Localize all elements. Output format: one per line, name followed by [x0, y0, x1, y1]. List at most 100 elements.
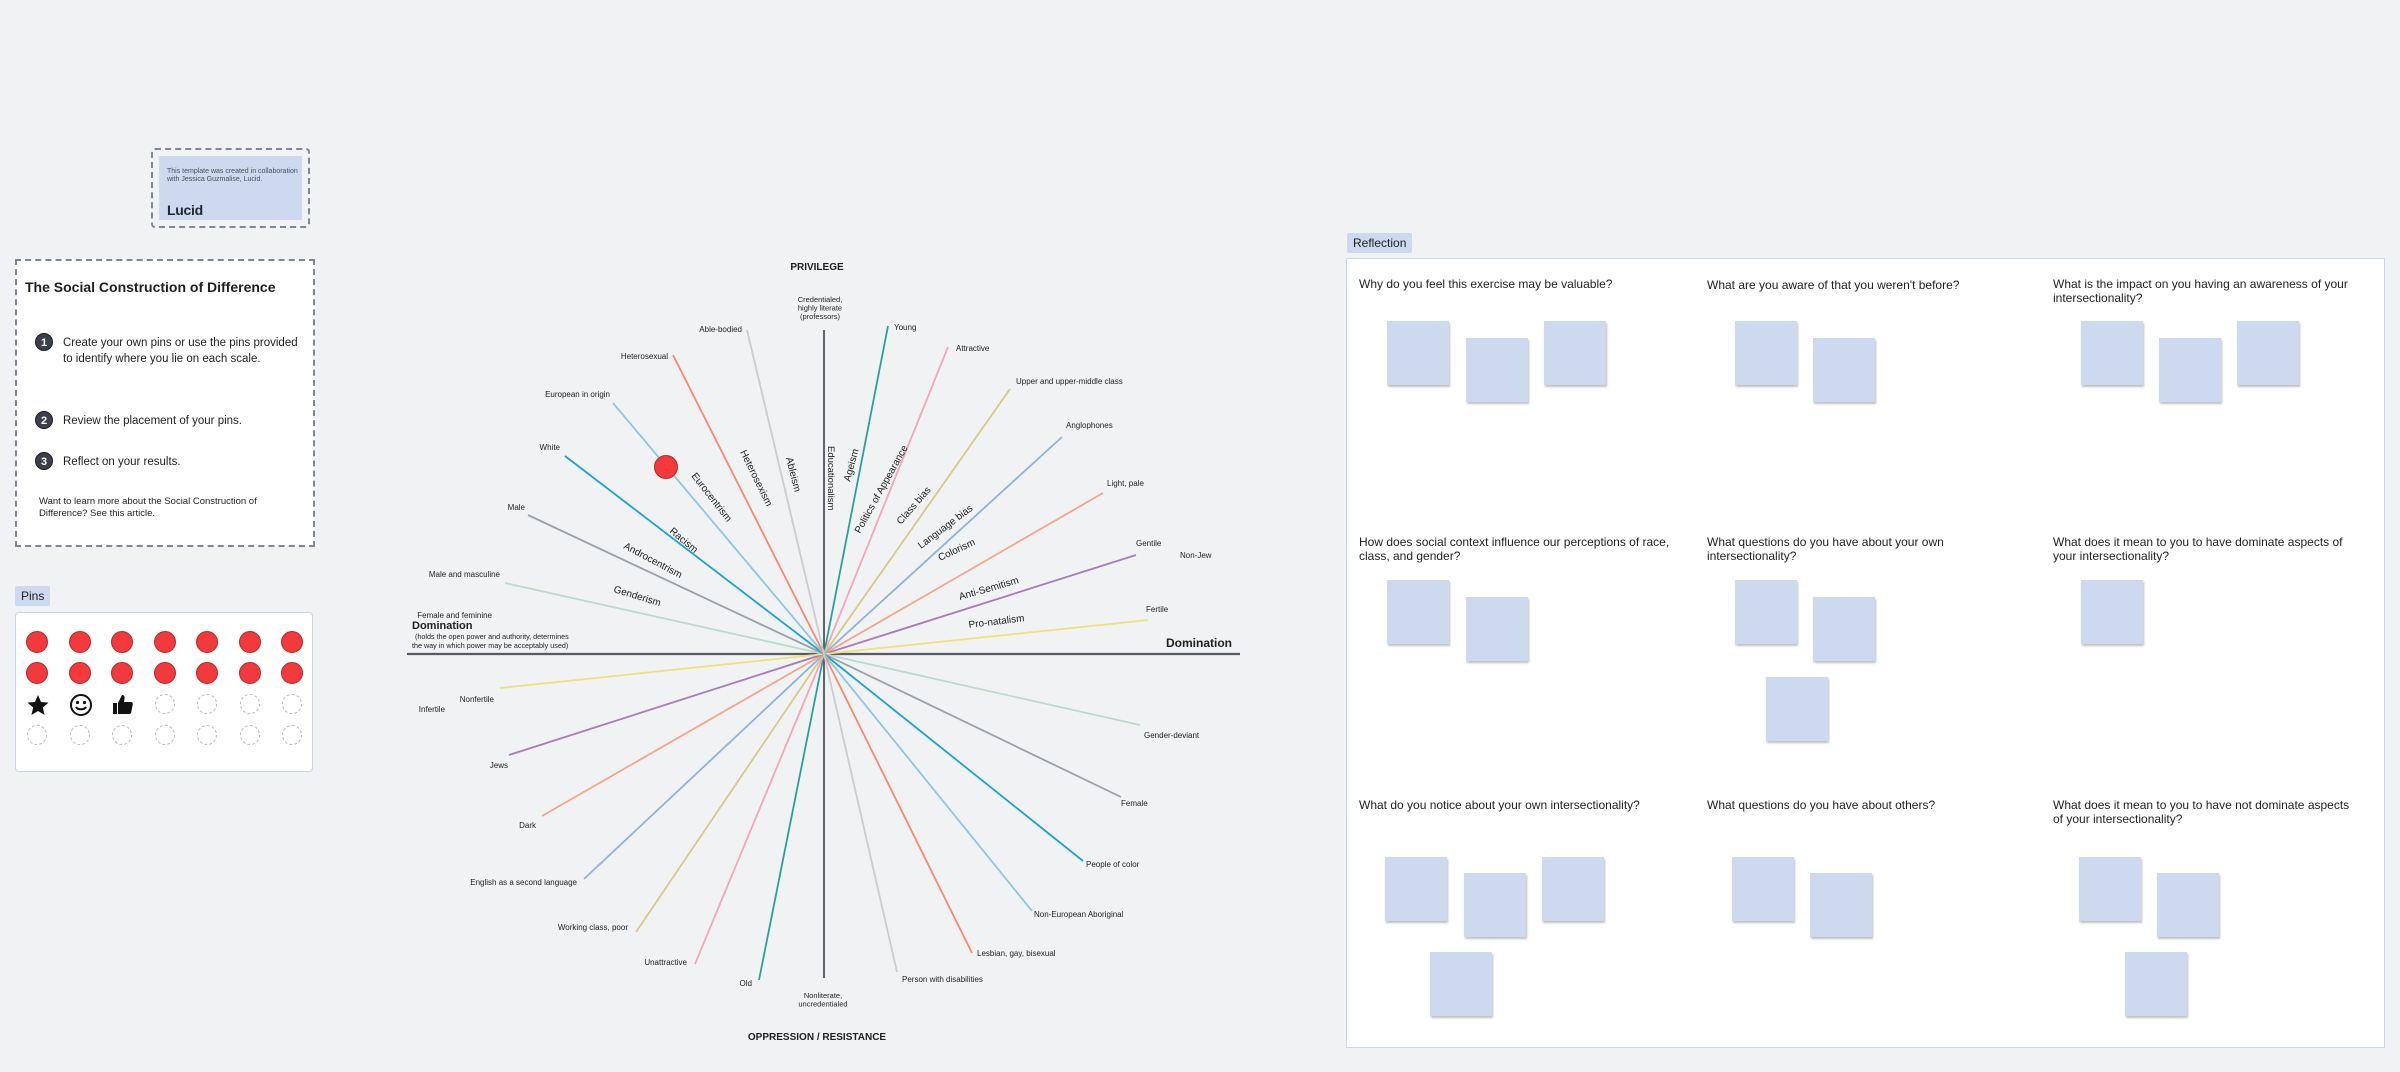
star-icon[interactable]	[26, 693, 50, 722]
sticky-note[interactable]	[2125, 952, 2187, 1016]
sticky-note[interactable]	[1466, 338, 1528, 402]
question-8: What questions do you have about others?	[1707, 798, 1936, 812]
spoke-line	[823, 436, 1063, 655]
privileged-label: Male and masculine	[429, 570, 501, 579]
red-pin[interactable]	[239, 631, 261, 653]
question-3: What is the impact on you having an awar…	[2053, 277, 2348, 305]
spoke-line	[823, 554, 1137, 655]
privileged-label: Non-Jew	[1180, 551, 1212, 560]
sticky-note[interactable]	[1387, 321, 1449, 385]
empty-pin-slot	[240, 725, 260, 745]
spoke-line	[823, 653, 898, 973]
oppressed-label: Unattractive	[644, 958, 687, 967]
privileged-label: Young	[894, 323, 916, 332]
spoke-line	[612, 402, 825, 655]
placed-pin[interactable]	[654, 455, 678, 479]
sticky-note[interactable]	[1732, 857, 1794, 921]
question-4: How does social context influence our pe…	[1359, 535, 1670, 563]
sticky-note[interactable]	[1387, 580, 1449, 644]
axis-bottom-label: uncredentialed	[798, 1000, 847, 1009]
left-domination-subtitle: (holds the open power and authority, det…	[415, 632, 569, 641]
oppressed-label: Working class, poor	[558, 923, 628, 932]
sticky-note[interactable]	[1385, 857, 1447, 921]
red-pin[interactable]	[26, 631, 48, 653]
red-pin[interactable]	[154, 662, 176, 684]
thumbs-up-icon[interactable]	[111, 693, 135, 722]
sticky-note[interactable]	[2081, 580, 2143, 644]
step-number-badge: 3	[35, 452, 53, 470]
sticky-note[interactable]	[1544, 321, 1606, 385]
empty-pin-slot	[70, 725, 90, 745]
oppressed-label: Old	[740, 979, 752, 988]
spoke-line	[527, 514, 825, 655]
reflection-panel: Why do you feel this exercise may be val…	[1346, 258, 2385, 1048]
privilege-label: PRIVILEGE	[790, 262, 844, 273]
empty-pin-slot	[112, 725, 132, 745]
template-credit-card[interactable]: This template was created in collaborati…	[151, 148, 310, 228]
spoke-line	[758, 653, 825, 981]
spoke-name-label: Androcentrism	[622, 541, 684, 581]
red-pin[interactable]	[111, 631, 133, 653]
oppressed-label: Person with disabilities	[902, 975, 983, 984]
privileged-label: White	[540, 443, 561, 452]
axis-top-label: Credentialed,	[798, 295, 843, 304]
oppressed-label: Gender-deviant	[1144, 731, 1200, 740]
sticky-note[interactable]	[1464, 873, 1526, 937]
red-pin[interactable]	[281, 662, 303, 684]
red-pin[interactable]	[196, 631, 218, 653]
red-pin[interactable]	[26, 662, 48, 684]
red-pin[interactable]	[196, 662, 218, 684]
spoke-line	[823, 653, 1141, 726]
sticky-note[interactable]	[1810, 873, 1872, 937]
red-pin[interactable]	[239, 662, 261, 684]
spoke-line	[541, 653, 825, 817]
privileged-label: Able-bodied	[699, 325, 742, 334]
privileged-label: Upper and upper-middle class	[1016, 377, 1123, 386]
sticky-note[interactable]	[1813, 338, 1875, 402]
axis-top-label: highly literate	[798, 304, 842, 313]
spoke-name-label: Heterosexism	[737, 448, 774, 508]
oppressed-label: Non-European Aboriginal	[1034, 910, 1124, 919]
privileged-label: Female and feminine	[417, 611, 492, 620]
spoke-name-label: Anti-Semitism	[958, 575, 1020, 603]
red-pin[interactable]	[69, 662, 91, 684]
sticky-note[interactable]	[1735, 321, 1797, 385]
empty-pin-slot	[282, 694, 302, 714]
spoke-line	[823, 653, 1033, 912]
empty-pin-slot	[240, 694, 260, 714]
spoke-line	[694, 653, 825, 965]
sticky-note[interactable]	[1430, 952, 1492, 1016]
smiley-icon[interactable]	[69, 693, 93, 722]
reflection-label: Reflection	[1347, 233, 1413, 253]
step-text: Reflect on your results.	[63, 456, 181, 468]
question-9: What does it mean to you to have not dom…	[2053, 798, 2350, 826]
learn-more-link[interactable]: Want to learn more about the Social Cons…	[39, 496, 257, 519]
red-pin[interactable]	[154, 631, 176, 653]
sticky-note[interactable]	[1542, 857, 1604, 921]
sticky-note[interactable]	[2079, 857, 2141, 921]
red-pin[interactable]	[111, 662, 133, 684]
oppressed-label: English as a second language	[470, 878, 577, 887]
sticky-note[interactable]	[2081, 321, 2143, 385]
oppression-label: OPPRESSION / RESISTANCE	[748, 1032, 887, 1043]
left-domination-title: Domination	[412, 620, 473, 632]
sticky-note[interactable]	[1466, 597, 1528, 661]
spoke-line	[823, 653, 1122, 798]
instructions-card[interactable]: The Social Construction of Difference 1 …	[15, 259, 315, 547]
sticky-note[interactable]	[2237, 321, 2299, 385]
red-pin[interactable]	[69, 631, 91, 653]
credit-text: This template was created in collaborati…	[167, 168, 298, 183]
sticky-note[interactable]	[2157, 873, 2219, 937]
sticky-note[interactable]	[2159, 338, 2221, 402]
pins-label: Pins	[15, 586, 51, 606]
axis-bottom-label: Nonliterate,	[804, 991, 842, 1000]
red-pin[interactable]	[281, 631, 303, 653]
spoke-name-label: Pro-natalism	[968, 613, 1025, 631]
spoke-line	[823, 653, 1084, 862]
spoke-line	[823, 346, 949, 655]
spoke-name-label: Eurocentrism	[689, 471, 734, 524]
sticky-note[interactable]	[1766, 677, 1828, 741]
empty-pin-slot	[197, 694, 217, 714]
sticky-note[interactable]	[1813, 597, 1875, 661]
sticky-note[interactable]	[1735, 580, 1797, 644]
